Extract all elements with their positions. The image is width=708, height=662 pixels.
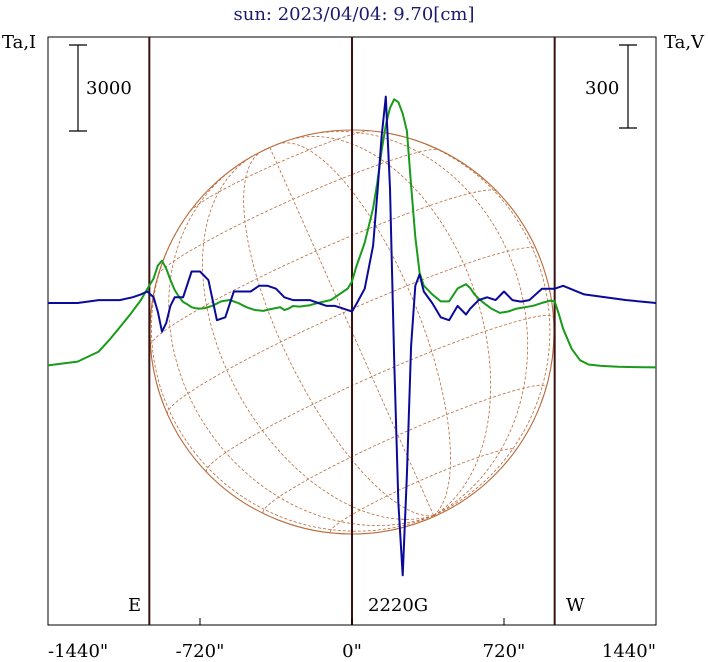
disk-meridian bbox=[279, 142, 451, 516]
disk-meridian bbox=[304, 131, 529, 516]
y-label-left: Ta,I bbox=[2, 32, 36, 53]
disk-meridian bbox=[150, 220, 434, 532]
marker-label-east: E bbox=[128, 595, 141, 616]
x-tick-label: 720" bbox=[483, 641, 526, 662]
disk-meridian bbox=[168, 164, 434, 527]
disk-meridian bbox=[288, 135, 492, 516]
marker-label-west: W bbox=[566, 595, 585, 616]
scale-bar-left: 3000 bbox=[69, 44, 132, 132]
scale-bar-right: 300 bbox=[585, 44, 637, 129]
scale-right-value: 300 bbox=[585, 78, 619, 99]
series-line-stokes-v bbox=[48, 95, 657, 577]
vertical-markers bbox=[148, 37, 556, 625]
marker-label-center: 2220G bbox=[368, 595, 428, 616]
disk-meridian bbox=[269, 147, 435, 516]
x-tick-label: -720" bbox=[176, 641, 225, 662]
x-tick-label: -1440" bbox=[48, 641, 108, 662]
series-line-stokes-i bbox=[47, 98, 657, 369]
disk-meridian bbox=[202, 156, 434, 520]
series-group bbox=[47, 95, 657, 577]
y-label-right: Ta,V bbox=[664, 32, 705, 53]
x-tick-label: 0" bbox=[342, 641, 362, 662]
x-axis-ticks: -1440" -720" 0" 720" 1440" bbox=[47, 618, 657, 662]
disk-parallel bbox=[150, 189, 497, 346]
disk-meridian bbox=[381, 131, 551, 516]
x-tick-label: 1440" bbox=[602, 641, 656, 662]
disk-meridian bbox=[243, 151, 434, 517]
scale-left-value: 3000 bbox=[86, 78, 132, 99]
chart-title: sun: 2023/04/04: 9.70[cm] bbox=[233, 4, 474, 25]
